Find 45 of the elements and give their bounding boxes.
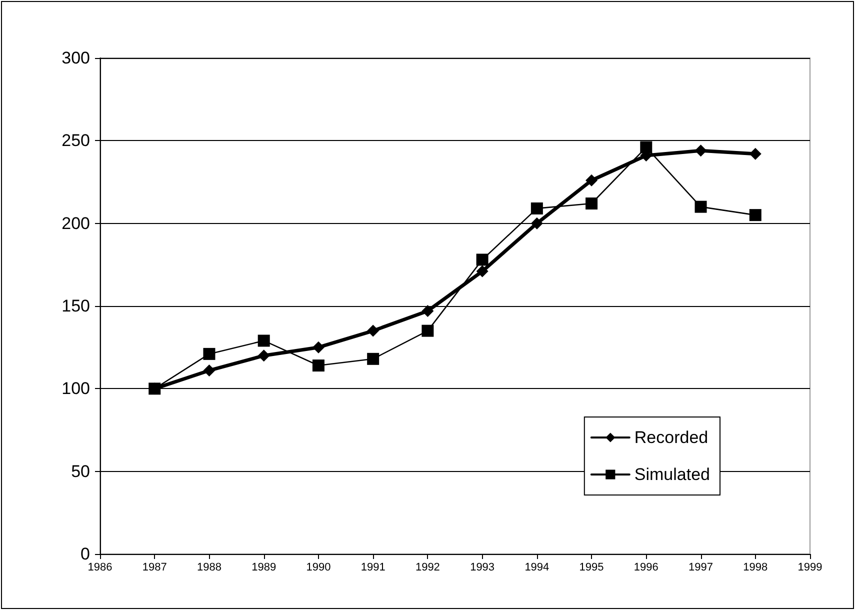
point xyxy=(312,360,324,372)
point xyxy=(367,352,380,365)
point xyxy=(476,265,488,278)
point xyxy=(749,209,762,222)
x-tick-label: 1993 xyxy=(470,562,495,574)
x-tick-label: 1986 xyxy=(88,562,112,574)
x-tick-label: 1996 xyxy=(634,562,658,574)
point xyxy=(422,304,434,317)
point xyxy=(694,200,707,213)
x-tick-label: 1988 xyxy=(196,562,222,574)
point xyxy=(586,197,598,210)
legend-label: Simulated xyxy=(634,465,710,484)
y-tick-label: 200 xyxy=(62,214,90,233)
y-tick-label: 0 xyxy=(80,544,90,564)
point xyxy=(367,324,380,337)
x-tick-label: 1997 xyxy=(688,562,714,574)
x-tick-label: 1998 xyxy=(743,562,768,574)
y-tick-label: 100 xyxy=(62,379,90,398)
point xyxy=(640,141,652,154)
x-tick-label: 1992 xyxy=(415,562,440,574)
x-tick-label: 1999 xyxy=(798,562,822,574)
x-tick-label: 1995 xyxy=(579,562,604,574)
point xyxy=(148,382,161,395)
y-tick-label: 250 xyxy=(62,131,90,150)
point xyxy=(203,348,216,360)
point xyxy=(258,350,270,362)
y-tick-label: 300 xyxy=(62,48,90,68)
point xyxy=(258,334,270,347)
x-tick-label: 1989 xyxy=(252,562,276,574)
y-tick-label: 50 xyxy=(71,462,90,481)
x-tick-label: 1987 xyxy=(142,562,167,574)
x-tick-label: 1994 xyxy=(524,562,550,574)
point xyxy=(530,217,543,230)
legend-label: Recorded xyxy=(634,428,708,447)
point xyxy=(476,254,488,266)
point xyxy=(312,341,324,354)
point xyxy=(530,202,543,214)
point xyxy=(422,324,434,337)
point xyxy=(694,144,707,157)
x-tick-label: 1990 xyxy=(306,562,331,574)
y-tick-label: 150 xyxy=(62,296,90,316)
x-tick-label: 1991 xyxy=(360,562,386,574)
point xyxy=(749,148,762,160)
point xyxy=(203,364,216,376)
point xyxy=(586,174,598,186)
